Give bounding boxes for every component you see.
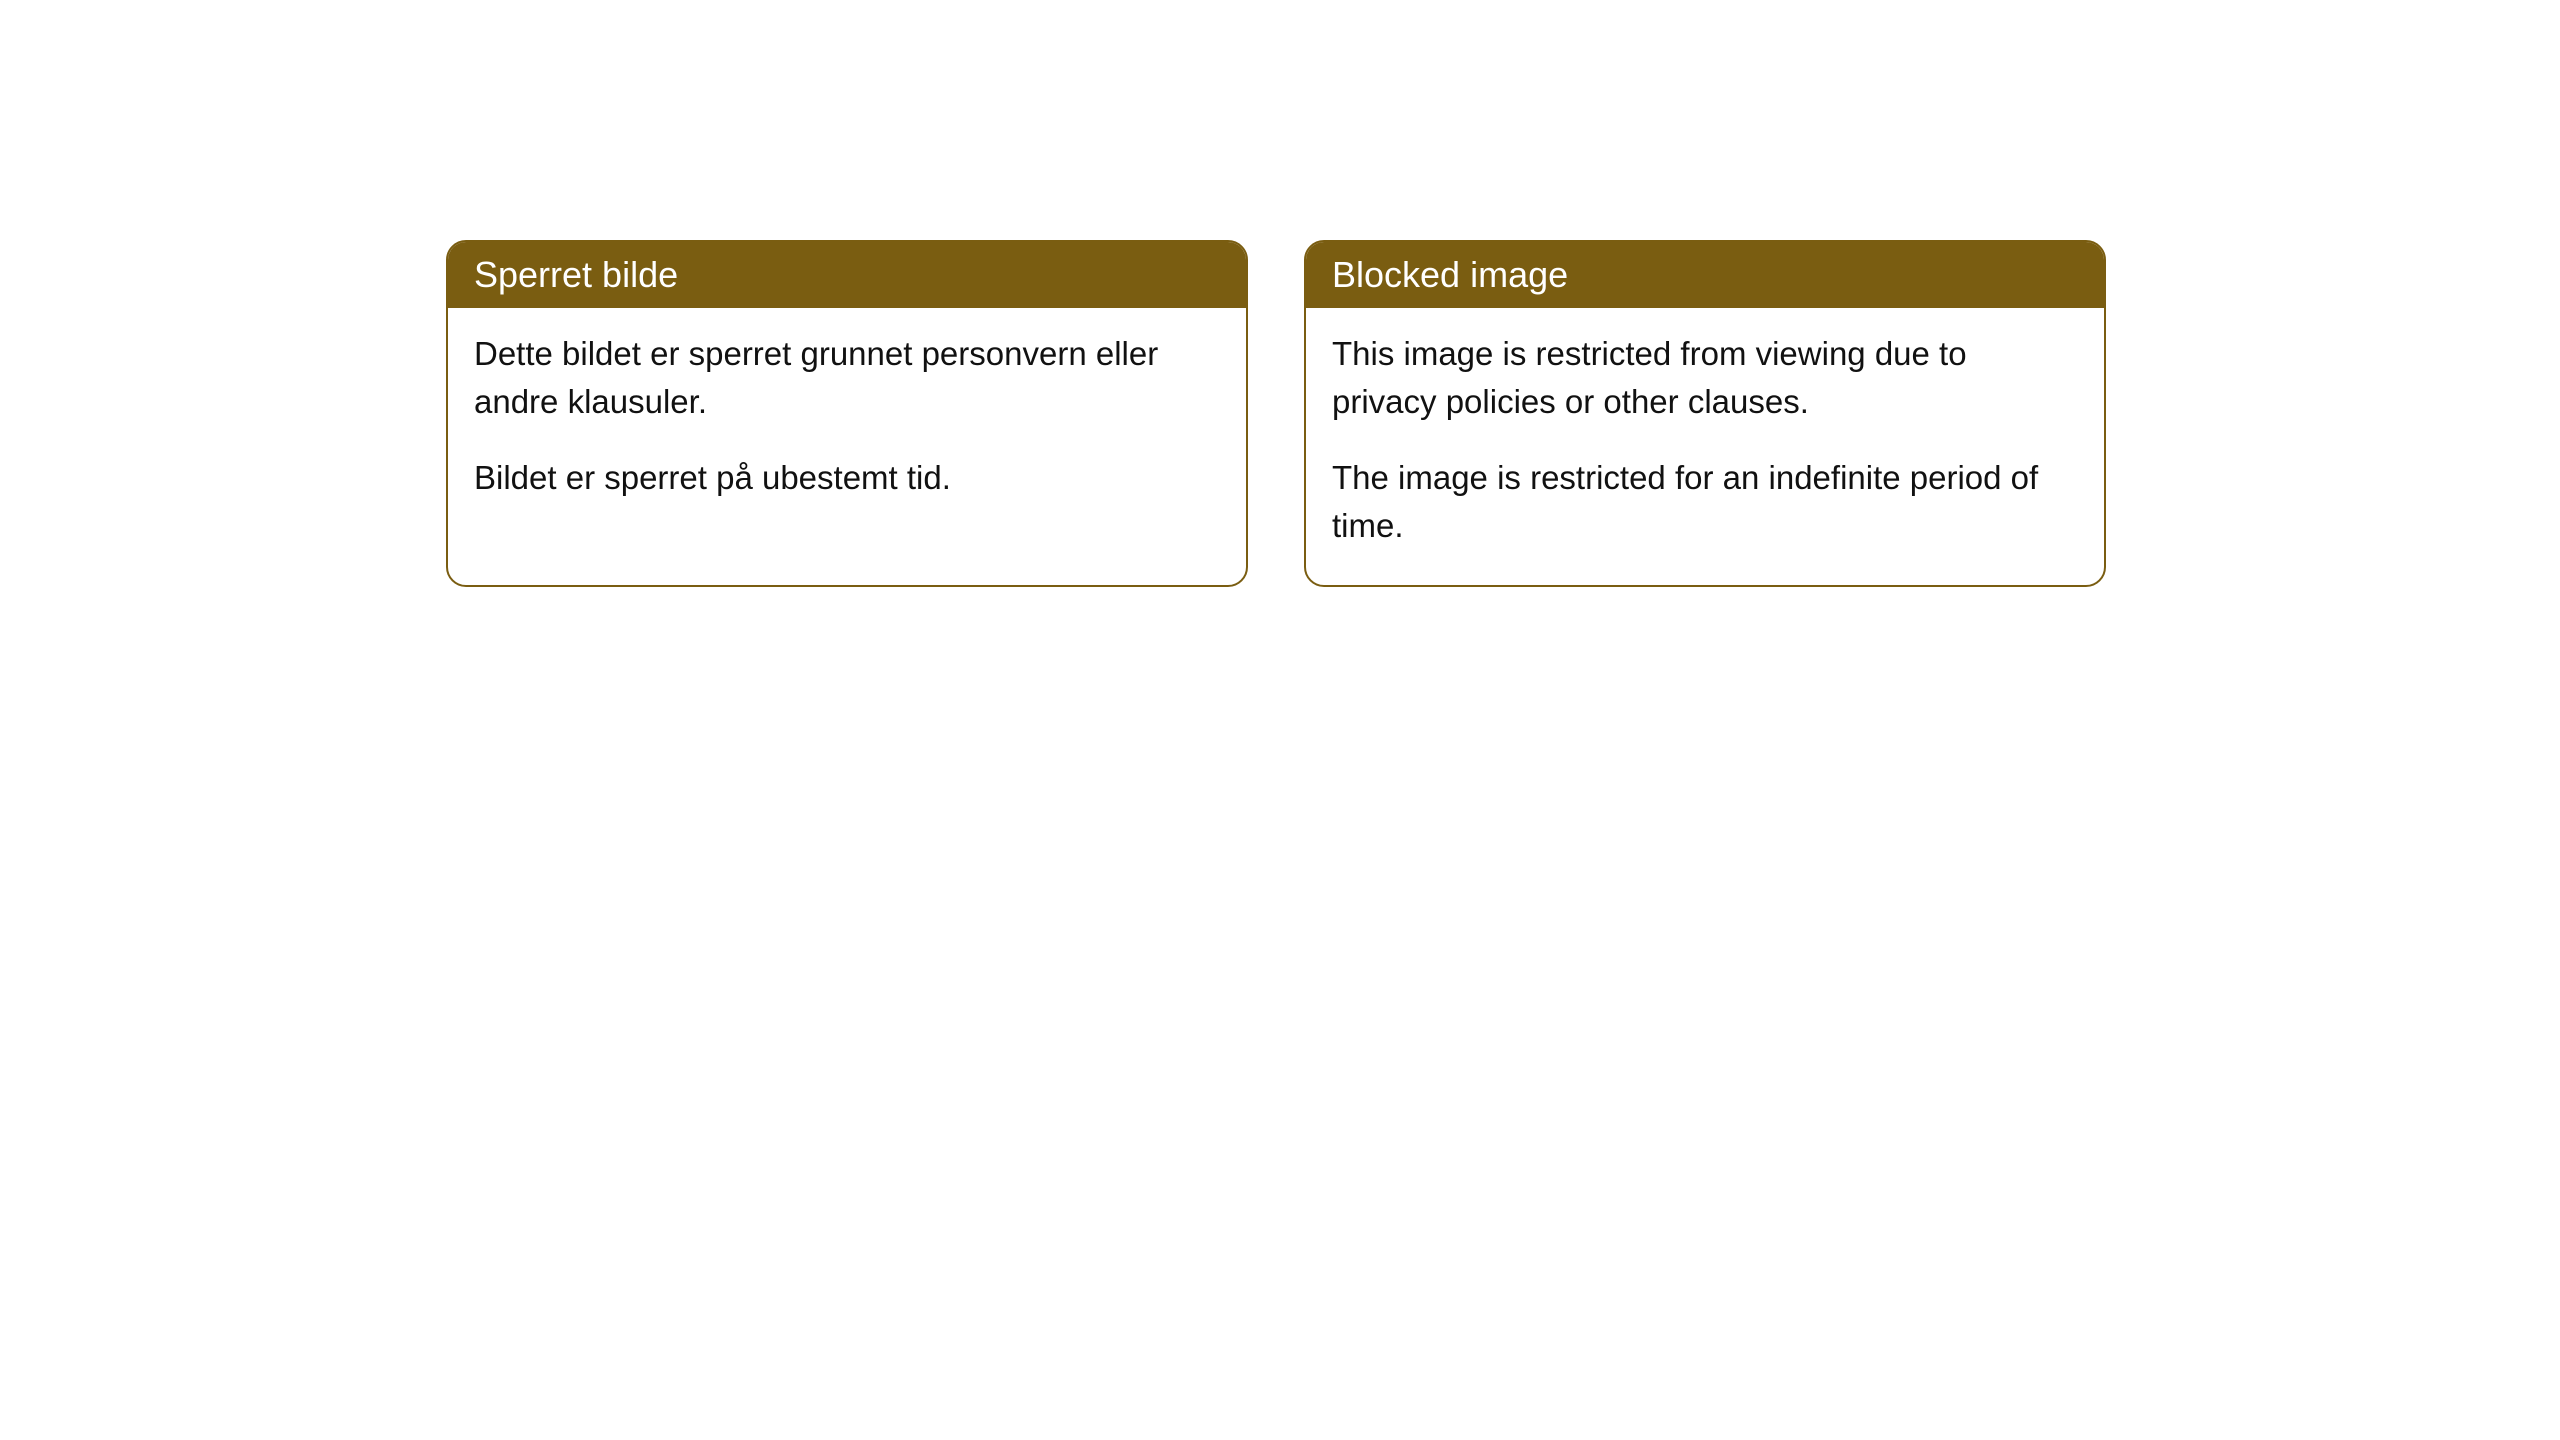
- card-paragraph: The image is restricted for an indefinit…: [1332, 454, 2078, 550]
- blocked-image-card-english: Blocked image This image is restricted f…: [1304, 240, 2106, 587]
- card-title: Blocked image: [1332, 254, 1568, 295]
- card-body: This image is restricted from viewing du…: [1306, 308, 2104, 585]
- card-title: Sperret bilde: [474, 254, 678, 295]
- card-body: Dette bildet er sperret grunnet personve…: [448, 308, 1246, 538]
- card-header: Blocked image: [1306, 242, 2104, 308]
- card-paragraph: Bildet er sperret på ubestemt tid.: [474, 454, 1220, 502]
- card-paragraph: This image is restricted from viewing du…: [1332, 330, 2078, 426]
- blocked-image-card-norwegian: Sperret bilde Dette bildet er sperret gr…: [446, 240, 1248, 587]
- card-header: Sperret bilde: [448, 242, 1246, 308]
- cards-container: Sperret bilde Dette bildet er sperret gr…: [446, 240, 2106, 587]
- card-paragraph: Dette bildet er sperret grunnet personve…: [474, 330, 1220, 426]
